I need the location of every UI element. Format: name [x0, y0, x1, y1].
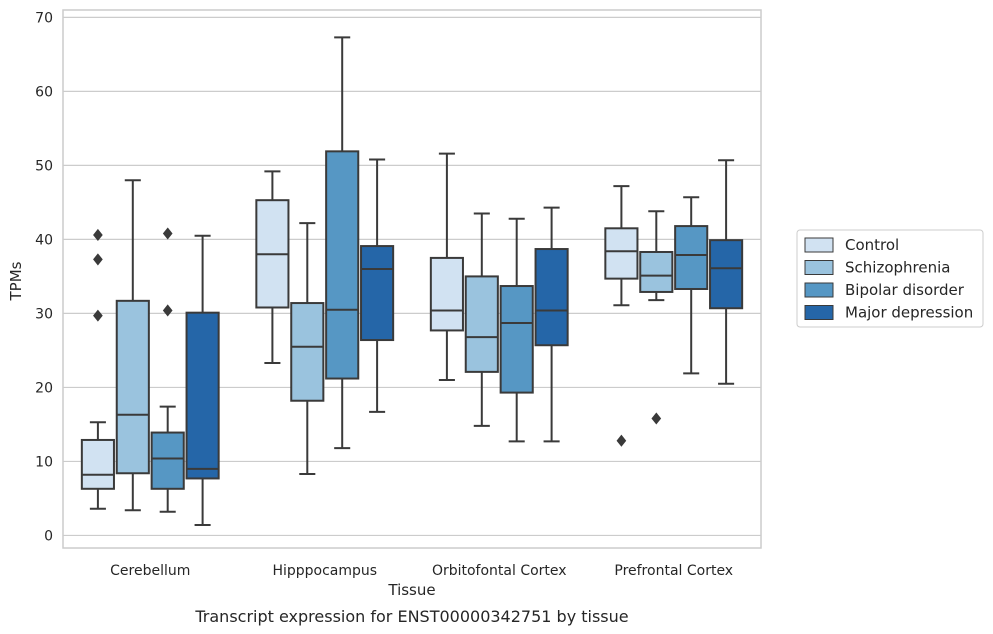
box-3-0: [185, 234, 220, 527]
outlier-point: [93, 228, 103, 242]
legend-swatch: [804, 305, 834, 320]
box-iqr: [150, 431, 185, 490]
box-iqr: [429, 256, 464, 332]
box-3-1: [360, 158, 395, 413]
y-tick-label: 40: [35, 232, 53, 248]
box-iqr: [325, 150, 360, 380]
x-tick-label: Prefrontal Cortex: [614, 563, 733, 579]
box-0-0: [80, 228, 115, 510]
x-tick-label: Cerebellum: [110, 563, 190, 579]
box-series-group: [80, 36, 744, 527]
x-axis-label: Tissue: [387, 581, 435, 599]
box-iqr: [674, 225, 709, 290]
plot-area-frame: [62, 9, 762, 549]
box-iqr: [185, 311, 220, 480]
box-iqr: [360, 245, 395, 342]
box-0-1: [255, 170, 290, 364]
outlier-point: [162, 304, 173, 317]
box-1-3: [639, 210, 674, 425]
legend-label: Bipolar disorder: [845, 281, 965, 299]
y-tick-label: 20: [35, 380, 53, 396]
chart-caption: Transcript expression for ENST0000034275…: [194, 607, 628, 626]
legend-swatch: [804, 237, 834, 253]
box-2-2: [499, 217, 534, 443]
legend: Control Schizophrenia Bipolar disorder Majo…: [796, 229, 984, 328]
outlier-point: [162, 227, 173, 240]
x-tick-label: Orbitofontal Cortex: [432, 563, 567, 579]
box-iqr: [639, 250, 674, 293]
box-iqr: [464, 275, 499, 373]
outlier-point: [616, 434, 627, 447]
legend-label: Control: [845, 236, 899, 254]
box-iqr: [290, 302, 325, 402]
x-tick-label: Hipppocampus: [272, 563, 377, 579]
box-iqr: [115, 299, 150, 475]
y-tick-label: 0: [44, 528, 53, 544]
legend-swatch: [804, 282, 834, 298]
legend-swatch: [804, 260, 834, 275]
y-tick-label: 60: [35, 84, 53, 100]
box-1-1: [290, 222, 325, 475]
box-1-0: [115, 179, 150, 512]
box-iqr: [534, 248, 569, 347]
y-tick-label: 70: [35, 10, 53, 26]
box-2-1: [325, 36, 360, 450]
outlier-point: [93, 253, 103, 266]
box-3-2: [534, 206, 569, 443]
y-tick-label: 10: [35, 454, 53, 470]
legend-label: Schizophrenia: [845, 259, 950, 277]
box-iqr: [604, 227, 639, 280]
box-0-3: [604, 185, 639, 447]
outlier-point: [93, 309, 103, 322]
box-iqr: [80, 438, 115, 490]
y-tick-labels: 0 10 20 30 40 50 60 70: [35, 10, 53, 544]
box-iqr: [499, 285, 534, 394]
y-tick-label: 30: [35, 306, 53, 322]
y-axis-label: TPMs: [7, 261, 25, 301]
box-0-2: [429, 152, 464, 382]
box-3-3: [709, 159, 744, 385]
outlier-point: [651, 412, 662, 425]
legend-label: Major depression: [845, 304, 973, 322]
box-2-3: [674, 196, 709, 375]
x-tick-labels: Cerebellum Hipppocampus Orbitofontal Corte…: [110, 563, 733, 579]
legend-frame: [796, 229, 984, 328]
y-tick-label: 50: [35, 158, 53, 174]
box-1-2: [464, 212, 499, 427]
box-2-0: [150, 227, 185, 513]
box-iqr: [709, 239, 744, 310]
